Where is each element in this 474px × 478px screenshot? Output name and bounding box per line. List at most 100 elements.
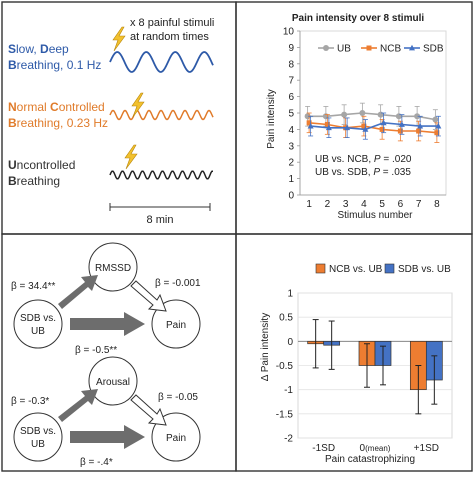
line-point-sdb — [435, 122, 442, 129]
line-point-ncb — [434, 130, 440, 136]
line-chart-y-tick-label: 4 — [288, 125, 294, 136]
line-point-sdb — [398, 121, 405, 127]
line-series-ncb — [309, 122, 437, 134]
line-point-sdb — [344, 124, 351, 131]
bar-chart-x-tick-label: -1SD — [312, 443, 335, 454]
duration-label: 8 min — [147, 214, 174, 226]
line-chart-annotation-2: UB vs. SDB, P = .035 — [315, 167, 411, 178]
b-path-coef-bottom: β = -0.05 — [158, 392, 198, 403]
line-chart-title: Pain intensity over 8 stimuli — [292, 13, 424, 24]
line-chart-y-tick-label: 1 — [288, 174, 294, 185]
predictor-node-top — [13, 299, 63, 349]
stimuli-note-line2: at random times — [130, 31, 209, 43]
b-path-arrow-bottom — [130, 394, 167, 426]
mediator-node-arousal — [88, 356, 138, 406]
line-chart-x-tick-label: 5 — [379, 199, 385, 210]
a-path-coef-bottom: β = -0.3* — [11, 396, 49, 407]
line-chart-y-tick-label: 7 — [288, 76, 294, 87]
line-point-sdb — [307, 122, 314, 129]
line-chart-xlabel: Stimulus number — [337, 210, 413, 221]
line-point-ub — [377, 111, 384, 118]
bar-chart-y-tick-label: 1 — [287, 289, 293, 300]
line-chart-y-tick-label: 10 — [283, 27, 295, 38]
lightning-icon — [112, 26, 126, 52]
bar-chart-y-tick-label: 0.5 — [279, 313, 293, 324]
line-chart-annotation-1: UB vs. NCB, P = .020 — [315, 154, 412, 165]
line-series-ub — [307, 112, 436, 121]
uncontrolled-breathing-label-line1: Uncontrolled — [8, 158, 75, 172]
line-point-ub — [341, 111, 348, 118]
line-point-ub — [414, 113, 421, 120]
normal-breathing-wave — [109, 109, 214, 121]
line-chart-y-tick-label: 6 — [288, 92, 294, 103]
pain-over-stimuli-chart: Pain intensity over 8 stimuli Stimulus n… — [266, 13, 447, 221]
line-point-ncb — [397, 128, 403, 134]
line-point-sdb — [362, 126, 369, 132]
bar-chart-y-tick-label: 0 — [287, 337, 293, 348]
slow-breathing-wave — [109, 51, 214, 73]
line-chart-x-tick-label: 1 — [306, 199, 312, 210]
bar-legend-label: NCB vs. UB — [329, 264, 383, 275]
line-legend-marker — [366, 45, 372, 51]
line-chart-ylabel: Pain intensity — [266, 89, 277, 148]
outcome-label-bottom: Pain — [166, 433, 186, 444]
a-path-coef-top: β = 34.4** — [11, 281, 56, 292]
mediator-node-rmssd — [88, 242, 138, 292]
mediation-diagram: RMSSD SDB vs. UB Pain β = 34.4** β = -0.… — [11, 242, 201, 468]
panel-d-frame — [235, 233, 473, 472]
bar-legend-swatch — [315, 263, 326, 274]
line-point-ub — [395, 113, 402, 120]
predictor-node-bottom — [13, 412, 63, 462]
c-path-arrow-top — [70, 312, 145, 336]
b-path-arrow-top — [130, 280, 167, 312]
bar-chart-x-tick-label: +1SD — [414, 443, 439, 454]
line-chart-x-tick-label: 4 — [361, 199, 367, 210]
line-point-sdb — [417, 122, 424, 129]
line-point-sdb — [380, 119, 387, 126]
line-point-ncb — [306, 120, 312, 126]
line-chart-x-tick-label: 2 — [325, 199, 331, 210]
bar-legend-label: SDB vs. UB — [398, 264, 451, 275]
line-legend-label: NCB — [380, 44, 401, 55]
b-path-coef-top: β = -0.001 — [155, 278, 201, 289]
uncontrolled-breathing-label-line2: Breathing — [8, 174, 60, 188]
c-path-coef-bottom: β = -.4* — [80, 457, 113, 468]
bar-chart-y-tick-label: -2 — [284, 434, 293, 445]
line-chart-x-tick-label: 7 — [416, 199, 422, 210]
outcome-node-top — [151, 299, 201, 349]
predictor-label-bottom-line1: SDB vs. — [20, 426, 56, 437]
line-legend-marker — [323, 45, 329, 51]
predictor-label-top-line2: UB — [31, 326, 45, 337]
a-path-arrow-top — [58, 275, 98, 309]
normal-breathing-label-line2: Breathing, 0.23 Hz — [8, 116, 108, 130]
line-chart-y-tick-label: 0 — [288, 191, 294, 202]
predictor-label-top-line1: SDB vs. — [20, 313, 56, 324]
line-chart-x-tick-label: 8 — [434, 199, 440, 210]
line-chart-y-tick-label: 9 — [288, 43, 294, 54]
line-chart-y-tick-label: 3 — [288, 141, 294, 152]
lightning-icon — [124, 144, 138, 170]
duration-scale: 8 min — [109, 203, 211, 226]
bar-chart-xlabel: Pain catastrophizing — [325, 454, 415, 465]
outcome-label-top: Pain — [166, 320, 186, 331]
protocol-panel: x 8 painful stimuli at random times Slow… — [8, 17, 214, 226]
slow-breathing-label-line1: Slow, Deep — [8, 42, 69, 56]
line-chart-x-tick-label: 3 — [343, 199, 349, 210]
line-chart-x-tick-label: 6 — [398, 199, 404, 210]
bar-chart-x-tick-label: 0(mean) — [360, 443, 391, 454]
mediator-label-rmssd: RMSSD — [95, 263, 131, 274]
line-point-ub — [322, 113, 329, 120]
line-legend-marker — [409, 44, 415, 51]
line-point-ub — [432, 116, 439, 123]
delta-pain-bar-chart: Pain catastrophizing Δ Pain intensity 1 0… — [260, 263, 453, 465]
line-chart-y-tick-label: 5 — [288, 109, 294, 120]
bar-chart-y-tick-label: -1.5 — [276, 409, 294, 420]
line-point-sdb — [325, 124, 332, 131]
bar-chart-y-tick-label: -1 — [284, 385, 293, 396]
line-chart-y-tick-label: 2 — [288, 158, 294, 169]
line-legend-label: UB — [337, 44, 351, 55]
line-legend-label: SDB — [423, 44, 444, 55]
predictor-label-bottom-line2: UB — [31, 439, 45, 450]
line-series-sdb — [310, 121, 439, 131]
bar-legend-swatch — [384, 263, 395, 274]
